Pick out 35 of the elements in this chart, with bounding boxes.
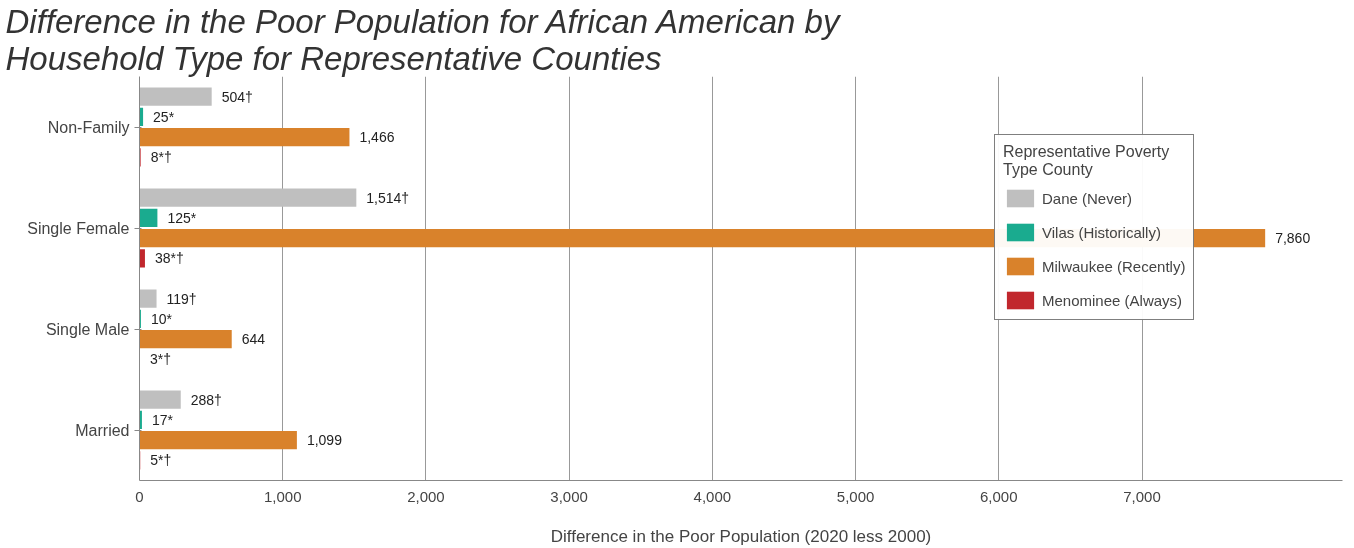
x-tick-label: 3,000 bbox=[550, 487, 588, 505]
data-label: 10* bbox=[150, 310, 173, 327]
data-label: 288† bbox=[190, 391, 222, 408]
x-tick-label: 2,000 bbox=[407, 487, 445, 505]
data-label: 3*† bbox=[149, 351, 171, 368]
legend-label: Vilas (Historically) bbox=[1042, 223, 1161, 241]
data-label: 125* bbox=[167, 209, 197, 226]
data-label: 504† bbox=[221, 88, 253, 105]
data-label: 17* bbox=[151, 411, 174, 428]
data-label: 8*† bbox=[150, 149, 172, 166]
data-label: 644 bbox=[241, 331, 266, 348]
x-tick-label: 5,000 bbox=[836, 487, 875, 505]
y-tick-label: Married bbox=[75, 421, 130, 439]
x-tick-label: 6,000 bbox=[980, 487, 1018, 505]
data-label: 1,514† bbox=[366, 189, 410, 206]
y-tick-label: Single Female bbox=[27, 219, 130, 237]
data-label: 119† bbox=[166, 290, 197, 307]
legend-label: Dane (Never) bbox=[1042, 189, 1133, 207]
x-tick-label: 4,000 bbox=[693, 487, 732, 505]
chart-title: Difference in the Poor Population for African American by Household Type for Representative Counties bbox=[5, 2, 842, 77]
data-label: 1,099 bbox=[306, 432, 343, 449]
y-tick-label: Non-Family bbox=[47, 118, 130, 136]
legend-title: Representative Poverty Type County bbox=[1003, 143, 1171, 179]
x-tick-label: 7,000 bbox=[1123, 487, 1161, 505]
data-label: 1,466 bbox=[359, 129, 395, 146]
data-label: 25* bbox=[153, 108, 175, 125]
data-label: 7,860 bbox=[1275, 230, 1311, 247]
data-label: 38*† bbox=[154, 250, 184, 267]
y-tick-label: Single Male bbox=[45, 320, 130, 338]
legend-label: Milwaukee (Recently) bbox=[1042, 257, 1186, 275]
legend-label: Menominee (Always) bbox=[1042, 291, 1183, 309]
x-axis-title: Difference in the Poor Population (2020 less 2000) bbox=[550, 526, 932, 546]
data-label: 5*† bbox=[150, 452, 172, 469]
x-tick-label: 0 bbox=[135, 487, 144, 505]
x-tick-label: 1,000 bbox=[263, 487, 302, 505]
